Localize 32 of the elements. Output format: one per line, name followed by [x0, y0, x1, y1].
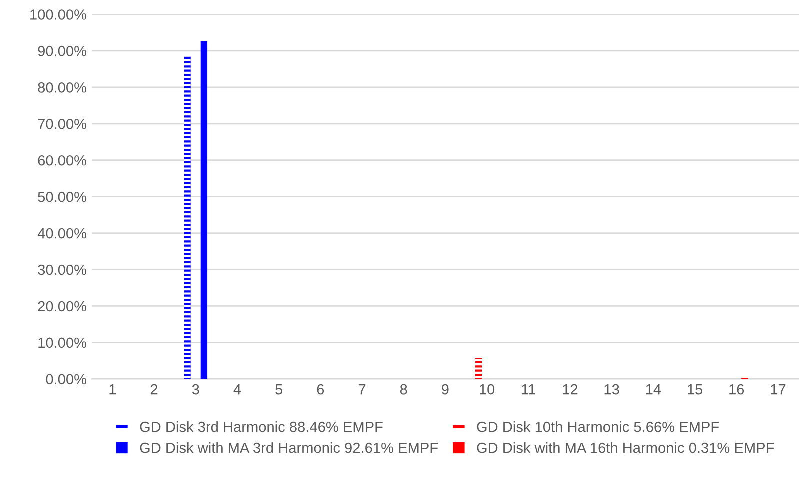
x-tick-label: 6	[317, 384, 324, 395]
x-tick-label: 3	[192, 384, 200, 395]
y-tick-label: 0.00%	[46, 374, 87, 385]
x-tick-label: 14	[646, 384, 662, 395]
legend-label: GD Disk with MA 3rd Harmonic 92.61% EMPF	[140, 442, 438, 454]
y-tick-label: 90.00%	[38, 46, 87, 56]
y-tick-label: 80.00%	[38, 82, 87, 93]
x-tick-label: 16	[730, 384, 744, 395]
x-tick-label: 12	[563, 384, 578, 395]
x-tick-label: 11	[522, 384, 536, 395]
x-tick-label: 17	[771, 384, 786, 395]
y-tick-label: 70.00%	[38, 118, 87, 130]
y-tick-label: 30.00%	[38, 264, 87, 276]
x-tick-label: 1	[110, 384, 116, 395]
x-tick-label: 2	[150, 384, 158, 395]
x-tick-label: 9	[442, 384, 449, 395]
x-tick-label: 13	[604, 384, 620, 395]
y-tick-label: 60.00%	[38, 155, 87, 166]
y-tick-label: 10.00%	[38, 338, 87, 348]
legend-label: GD Disk with MA 16th Harmonic 0.31% EMPF	[477, 442, 774, 454]
y-tick-label: 50.00%	[38, 192, 87, 202]
y-tick-label: 40.00%	[38, 228, 87, 239]
y-tick-label: 100.00%	[30, 10, 87, 20]
x-tick-label: 5	[276, 384, 283, 395]
x-tick-label: 7	[358, 384, 366, 395]
y-tick-label: 20.00%	[38, 301, 87, 312]
x-tick-label: 15	[688, 384, 703, 395]
x-tick-label: 10	[480, 384, 495, 395]
x-tick-label: 8	[400, 384, 408, 395]
x-tick-label: 4	[234, 384, 242, 395]
legend-label: GD Disk 10th Harmonic 5.66% EMPF	[477, 422, 720, 432]
legend-label: GD Disk 3rd Harmonic 88.46% EMPF	[140, 422, 383, 432]
